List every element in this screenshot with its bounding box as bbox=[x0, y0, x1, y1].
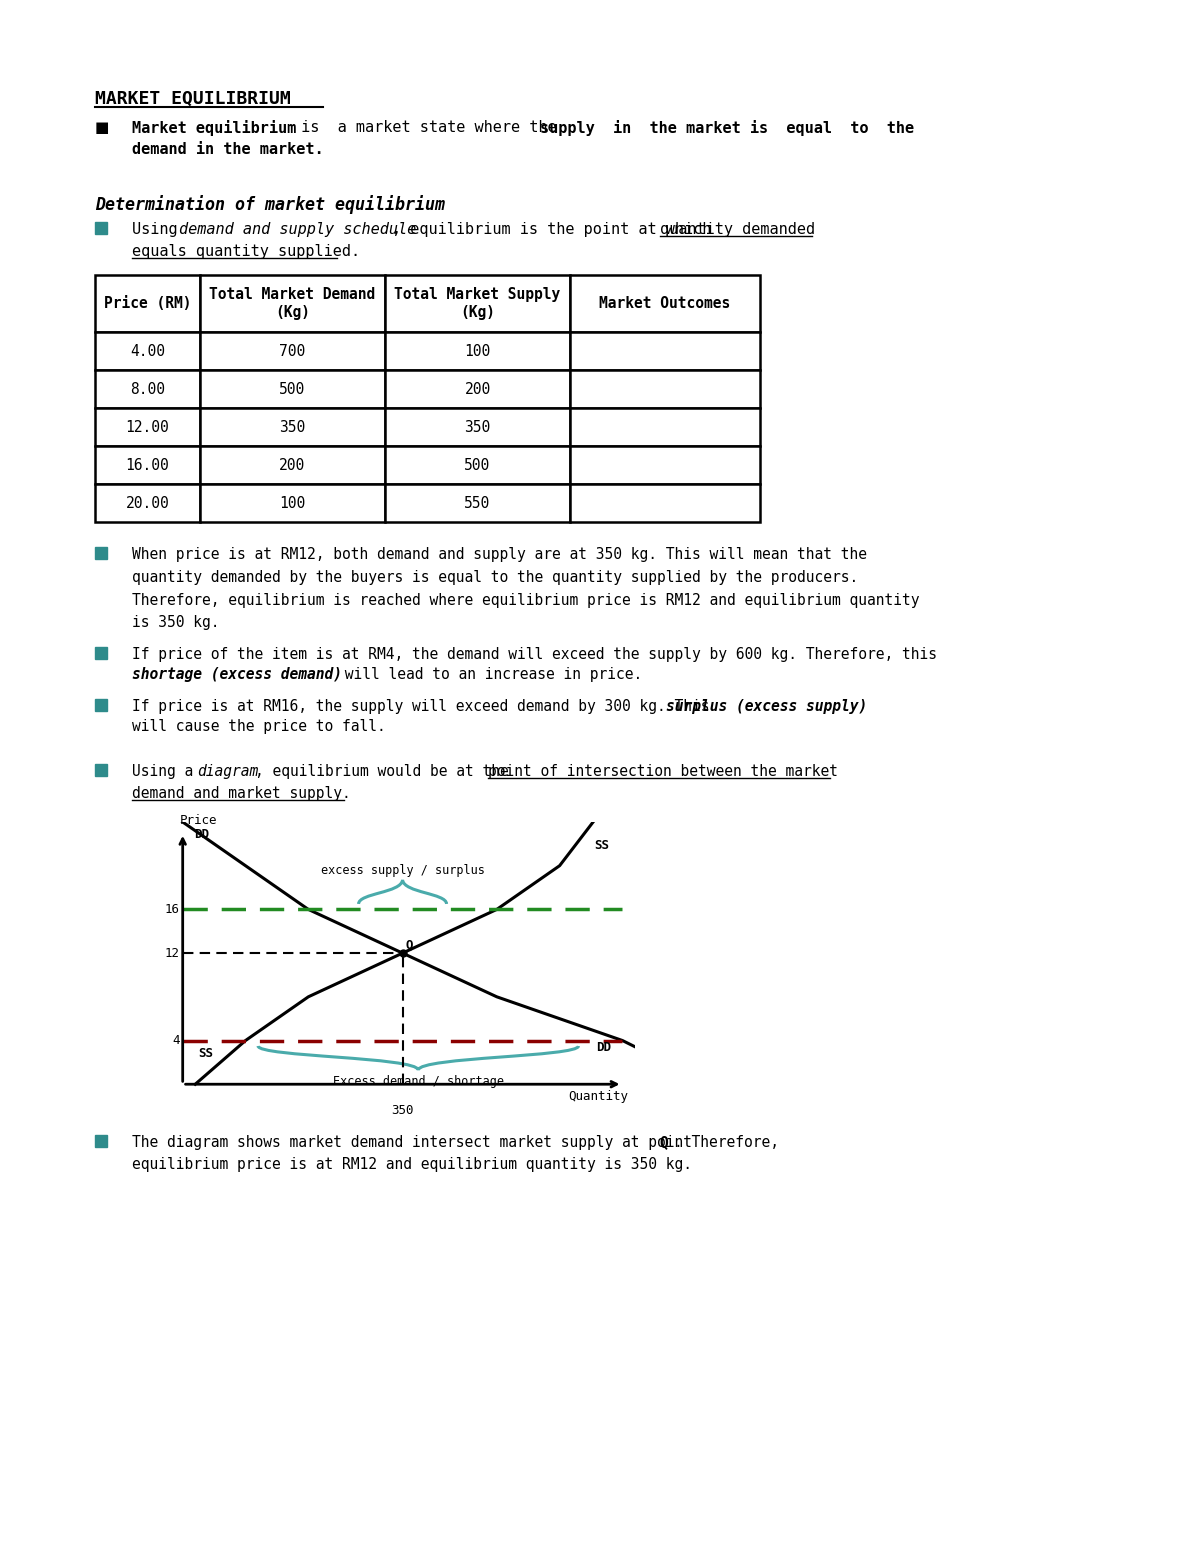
Text: 12: 12 bbox=[164, 947, 180, 960]
Bar bbox=[95, 446, 200, 485]
Bar bbox=[385, 485, 570, 522]
Text: If price of the item is at RM4, the demand will exceed the supply by 600 kg. The: If price of the item is at RM4, the dema… bbox=[132, 648, 937, 662]
Text: Market equilibrium: Market equilibrium bbox=[132, 120, 296, 137]
Text: 350: 350 bbox=[391, 1104, 414, 1117]
Bar bbox=[200, 370, 385, 408]
Text: Determination of market equilibrium: Determination of market equilibrium bbox=[95, 196, 445, 214]
Bar bbox=[95, 222, 107, 235]
Text: 8.00: 8.00 bbox=[130, 382, 166, 396]
Text: Excess demand / shortage: Excess demand / shortage bbox=[332, 1076, 504, 1089]
Bar bbox=[95, 332, 200, 370]
Text: is  a market state where the: is a market state where the bbox=[292, 120, 565, 135]
Text: Total Market Demand
(Kg): Total Market Demand (Kg) bbox=[209, 287, 376, 320]
Bar bbox=[570, 370, 760, 408]
Text: DD: DD bbox=[194, 828, 209, 842]
Bar bbox=[385, 408, 570, 446]
Text: ■: ■ bbox=[95, 120, 109, 135]
Text: shortage (excess demand): shortage (excess demand) bbox=[132, 666, 342, 682]
Bar bbox=[200, 485, 385, 522]
Text: 100: 100 bbox=[464, 343, 491, 359]
Text: 12.00: 12.00 bbox=[126, 419, 169, 435]
Text: 20.00: 20.00 bbox=[126, 495, 169, 511]
Text: surplus (excess supply): surplus (excess supply) bbox=[666, 699, 868, 714]
Text: MARKET EQUILIBRIUM: MARKET EQUILIBRIUM bbox=[95, 90, 290, 109]
Bar bbox=[570, 408, 760, 446]
Text: 350: 350 bbox=[280, 419, 306, 435]
Text: Market Outcomes: Market Outcomes bbox=[599, 297, 731, 311]
Text: diagram: diagram bbox=[197, 764, 258, 780]
Text: 500: 500 bbox=[280, 382, 306, 396]
Bar bbox=[95, 408, 200, 446]
Bar bbox=[95, 547, 107, 559]
Text: DD: DD bbox=[596, 1042, 611, 1054]
Text: Q: Q bbox=[659, 1135, 667, 1151]
Text: demand and market supply.: demand and market supply. bbox=[132, 786, 350, 801]
Text: If price is at RM16, the supply will exceed demand by 300 kg. This: If price is at RM16, the supply will exc… bbox=[132, 699, 719, 714]
Bar bbox=[95, 699, 107, 711]
Bar bbox=[200, 332, 385, 370]
Bar bbox=[200, 408, 385, 446]
Text: Q: Q bbox=[406, 938, 413, 952]
Text: 700: 700 bbox=[280, 343, 306, 359]
Bar bbox=[570, 485, 760, 522]
Text: . Therefore,: . Therefore, bbox=[674, 1135, 779, 1151]
Text: 4.00: 4.00 bbox=[130, 343, 166, 359]
Text: demand in the market.: demand in the market. bbox=[132, 141, 324, 157]
Text: will cause the price to fall.: will cause the price to fall. bbox=[132, 719, 385, 735]
Text: demand and supply schedule: demand and supply schedule bbox=[179, 222, 416, 238]
Bar bbox=[95, 485, 200, 522]
Bar bbox=[200, 446, 385, 485]
Text: 350: 350 bbox=[464, 419, 491, 435]
Bar bbox=[95, 764, 107, 776]
Bar bbox=[385, 446, 570, 485]
Text: , equilibrium is the point at which: , equilibrium is the point at which bbox=[392, 222, 720, 238]
Text: Price (RM): Price (RM) bbox=[103, 297, 191, 311]
Text: supply  in  the market is  equal  to  the: supply in the market is equal to the bbox=[540, 120, 914, 137]
Text: 550: 550 bbox=[464, 495, 491, 511]
Text: Quantity: Quantity bbox=[569, 1090, 629, 1103]
Bar bbox=[95, 370, 200, 408]
Text: SS: SS bbox=[198, 1047, 214, 1059]
Text: Using a: Using a bbox=[132, 764, 202, 780]
Bar bbox=[200, 275, 385, 332]
Text: quantity demanded: quantity demanded bbox=[660, 222, 815, 238]
Text: excess supply / surplus: excess supply / surplus bbox=[320, 863, 485, 876]
Text: 4: 4 bbox=[172, 1034, 180, 1047]
Text: Price: Price bbox=[180, 814, 217, 828]
Text: 16.00: 16.00 bbox=[126, 458, 169, 472]
Bar bbox=[385, 275, 570, 332]
Text: 100: 100 bbox=[280, 495, 306, 511]
Text: When price is at RM12, both demand and supply are at 350 kg. This will mean that: When price is at RM12, both demand and s… bbox=[132, 547, 919, 631]
Text: Total Market Supply
(Kg): Total Market Supply (Kg) bbox=[395, 287, 560, 320]
Text: The diagram shows market demand intersect market supply at point: The diagram shows market demand intersec… bbox=[132, 1135, 701, 1151]
Bar bbox=[95, 275, 200, 332]
Text: , equilibrium would be at the: , equilibrium would be at the bbox=[256, 764, 517, 780]
Text: equilibrium price is at RM12 and equilibrium quantity is 350 kg.: equilibrium price is at RM12 and equilib… bbox=[132, 1157, 692, 1173]
Text: point of intersection between the market: point of intersection between the market bbox=[488, 764, 838, 780]
Text: SS: SS bbox=[594, 839, 610, 853]
Text: 200: 200 bbox=[464, 382, 491, 396]
Text: 500: 500 bbox=[464, 458, 491, 472]
Bar bbox=[385, 370, 570, 408]
Text: 200: 200 bbox=[280, 458, 306, 472]
Text: Using: Using bbox=[132, 222, 187, 238]
Text: will lead to an increase in price.: will lead to an increase in price. bbox=[336, 666, 642, 682]
Text: 16: 16 bbox=[164, 902, 180, 916]
Bar bbox=[385, 332, 570, 370]
Bar bbox=[95, 1135, 107, 1148]
Bar bbox=[570, 275, 760, 332]
Bar bbox=[95, 648, 107, 658]
Bar bbox=[570, 446, 760, 485]
Text: equals quantity supplied.: equals quantity supplied. bbox=[132, 244, 360, 259]
Bar bbox=[570, 332, 760, 370]
